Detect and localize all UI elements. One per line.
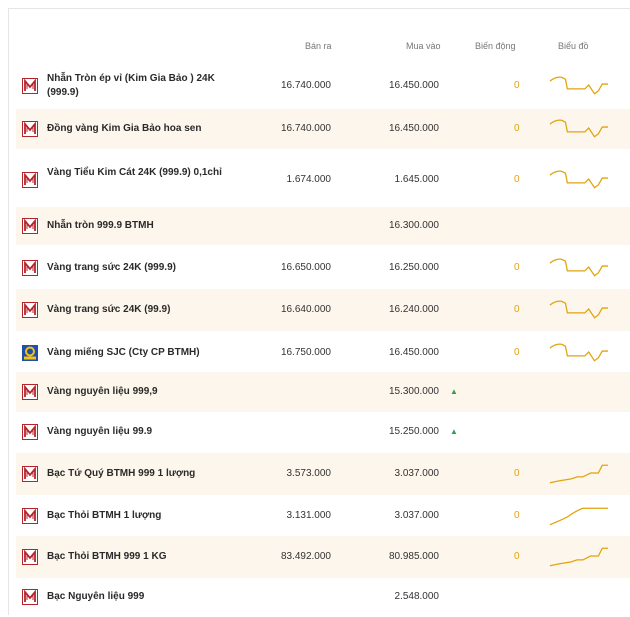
table-row[interactable]: Vàng Tiểu Kim Cát 24K (999.9) 0,1chỉ 1.67…	[16, 152, 630, 208]
table-row[interactable]: Vàng miếng SJC (Cty CP BTMH) 16.750.000 16…	[16, 332, 630, 374]
sparkline-chart[interactable]	[548, 503, 610, 529]
change-value: 0	[514, 80, 520, 91]
btmh-logo-icon	[22, 589, 38, 605]
table-row[interactable]: Bạc Tứ Quý BTMH 999 1 lượng 3.573.000 3.03…	[16, 453, 630, 495]
product-name[interactable]: Vàng trang sức 24K (99.9)	[47, 304, 171, 315]
column-header-chart: Biểu đồ	[558, 41, 589, 51]
sell-price: 16.650.000	[280, 262, 331, 273]
product-name[interactable]: Vàng trang sức 24K (999.9)	[47, 262, 176, 273]
product-name[interactable]: Nhẫn Tròn ép vỉ (Kim Gia Bảo ) 24K (999.…	[47, 73, 215, 98]
btmh-logo-icon	[22, 424, 38, 440]
buy-price: 16.450.000	[388, 80, 439, 91]
change-value: 0	[514, 262, 520, 273]
sell-price: 16.740.000	[280, 80, 331, 91]
sparkline-chart[interactable]	[548, 255, 610, 281]
buy-price: 16.450.000	[388, 123, 439, 134]
product-name[interactable]: Nhẫn tròn 999.9 BTMH	[47, 220, 154, 231]
table-row[interactable]: Vàng trang sức 24K (99.9) 16.640.000 16.24…	[16, 289, 630, 331]
buy-price: 3.037.000	[394, 468, 440, 479]
table-header: Bán ra Mua vào Biến động Biểu đồ	[9, 37, 630, 59]
sell-price: 16.640.000	[280, 304, 331, 315]
sparkline-chart[interactable]	[548, 297, 610, 323]
sell-price: 83.492.000	[280, 551, 331, 562]
sell-price: 3.573.000	[286, 468, 332, 479]
buy-price: 2.548.000	[394, 591, 440, 602]
buy-price: 3.037.000	[394, 510, 440, 521]
sell-price: 16.740.000	[280, 123, 331, 134]
column-header-buy: Mua vào	[406, 41, 441, 51]
change-value: 0	[514, 551, 520, 562]
btmh-logo-icon	[22, 218, 38, 234]
sparkline-path	[549, 343, 609, 362]
up-arrow-icon: ▲	[450, 427, 458, 436]
product-name[interactable]: Bạc Nguyên liệu 999	[47, 591, 145, 602]
change-value: 0	[514, 347, 520, 358]
sparkline-chart[interactable]	[548, 167, 610, 193]
buy-price: 16.450.000	[388, 347, 439, 358]
btmh-logo-icon	[22, 549, 38, 565]
product-name[interactable]: Vàng miếng SJC (Cty CP BTMH)	[47, 347, 200, 358]
change-value: 0	[514, 123, 520, 134]
table-row[interactable]: Nhẫn Tròn ép vỉ (Kim Gia Bảo ) 24K (999.…	[16, 62, 630, 110]
product-name[interactable]: Vàng nguyên liệu 999,9	[47, 386, 158, 397]
product-name[interactable]: Bạc Thỏi BTMH 999 1 KG	[47, 551, 167, 562]
sparkline-path	[549, 76, 609, 95]
product-name[interactable]: Bạc Tứ Quý BTMH 999 1 lượng	[47, 468, 196, 479]
buy-price: 80.985.000	[388, 551, 439, 562]
change-value: 0	[514, 304, 520, 315]
table-row[interactable]: Bạc Nguyên liệu 999 2.548.000	[16, 577, 630, 617]
sjc-logo-icon	[22, 345, 38, 361]
sparkline-path	[549, 507, 609, 526]
table-row[interactable]: Bạc Thỏi BTMH 999 1 KG 83.492.000 80.985.0…	[16, 536, 630, 578]
column-header-change: Biến động	[475, 41, 516, 51]
change-value: 0	[514, 510, 520, 521]
table-row[interactable]: Bạc Thỏi BTMH 1 lượng 3.131.000 3.037.000 0	[16, 494, 630, 538]
sparkline-chart[interactable]	[548, 73, 610, 99]
buy-price: 15.250.000	[388, 426, 439, 437]
btmh-logo-icon	[22, 260, 38, 276]
product-name[interactable]: Đồng vàng Kim Gia Bảo hoa sen	[47, 123, 202, 134]
product-name[interactable]: Vàng Tiểu Kim Cát 24K (999.9) 0,1chỉ	[47, 167, 222, 178]
table-row[interactable]: Vàng nguyên liệu 99.9 15.250.000 ▲	[16, 412, 630, 452]
change-value: 0	[514, 174, 520, 185]
sell-price: 16.750.000	[280, 347, 331, 358]
buy-price: 16.250.000	[388, 262, 439, 273]
table-row[interactable]: Nhẫn tròn 999.9 BTMH 16.300.000	[16, 207, 630, 245]
buy-price: 15.300.000	[388, 386, 439, 397]
column-header-sell: Bán ra	[305, 41, 332, 51]
sparkline-path	[549, 547, 609, 567]
sparkline-path	[549, 300, 609, 319]
btmh-logo-icon	[22, 121, 38, 137]
table-row[interactable]: Vàng trang sức 24K (999.9) 16.650.000 16.2…	[16, 246, 630, 290]
product-name[interactable]: Vàng nguyên liệu 99.9	[47, 426, 153, 437]
sparkline-path	[549, 258, 609, 277]
buy-price: 16.300.000	[388, 220, 439, 231]
table-row[interactable]: Đồng vàng Kim Gia Bảo hoa sen 16.740.000 1…	[16, 109, 630, 149]
sparkline-chart[interactable]	[548, 116, 610, 142]
btmh-logo-icon	[22, 384, 38, 400]
price-table: Bán ra Mua vào Biến động Biểu đồ Nhẫn Tr…	[8, 8, 630, 615]
change-value: 0	[514, 468, 520, 479]
sparkline-path	[549, 119, 609, 138]
up-arrow-icon: ▲	[450, 387, 458, 396]
buy-price: 1.645.000	[394, 174, 440, 185]
sell-price: 3.131.000	[286, 510, 332, 521]
sparkline-chart[interactable]	[548, 340, 610, 366]
sparkline-path	[549, 170, 609, 189]
sparkline-chart[interactable]	[548, 544, 610, 570]
btmh-logo-icon	[22, 466, 38, 482]
btmh-logo-icon	[22, 302, 38, 318]
buy-price: 16.240.000	[388, 304, 439, 315]
table-row[interactable]: Vàng nguyên liệu 999,9 15.300.000 ▲	[16, 372, 630, 412]
btmh-logo-icon	[22, 508, 38, 524]
btmh-logo-icon	[22, 78, 38, 94]
sparkline-path	[549, 464, 609, 484]
sell-price: 1.674.000	[286, 174, 332, 185]
product-name[interactable]: Bạc Thỏi BTMH 1 lượng	[47, 510, 162, 521]
sparkline-chart[interactable]	[548, 461, 610, 487]
btmh-logo-icon	[22, 172, 38, 188]
